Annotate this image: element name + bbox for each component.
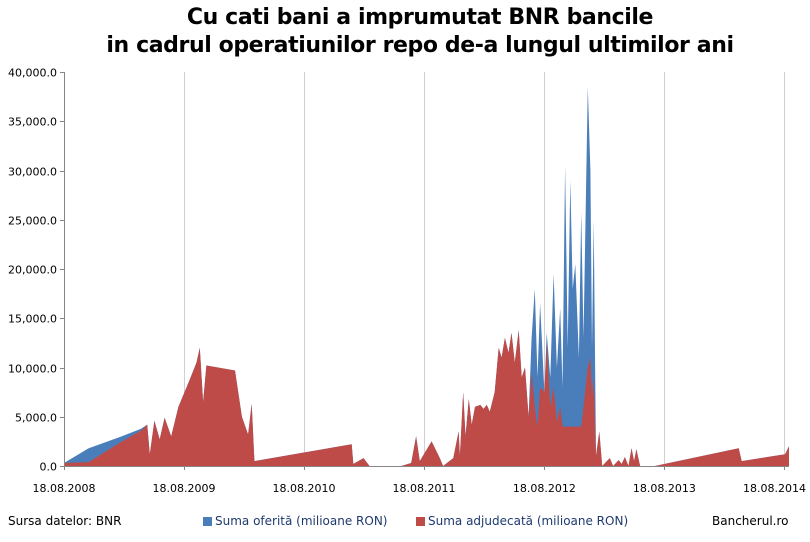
series-area-offered bbox=[64, 86, 789, 467]
legend-label-awarded: Suma adjudecată (milioane RON) bbox=[428, 514, 629, 528]
y-tick-label: 40,000.0 bbox=[8, 67, 57, 80]
y-tick-label: 30,000.0 bbox=[8, 166, 57, 179]
y-tick-label: 10,000.0 bbox=[8, 363, 57, 376]
x-axis-tick-labels: 18.08.2008 18.08.2009 18.08.2010 18.08.2011… bbox=[33, 482, 806, 495]
y-tick-label: 20,000.0 bbox=[8, 264, 57, 277]
chart-title-line-1: Cu cati bani a imprumutat BNR bancile bbox=[186, 5, 654, 30]
y-tick-label: 35,000.0 bbox=[8, 116, 57, 129]
source-note: Sursa datelor: BNR bbox=[8, 514, 122, 528]
y-tick-label: 15,000.0 bbox=[8, 313, 57, 326]
x-tick-label: 18.08.2011 bbox=[393, 482, 456, 495]
x-tick-label: 18.08.2014 bbox=[743, 482, 806, 495]
axes bbox=[60, 72, 789, 470]
y-axis-tick-labels: 0.0 5,000.0 10,000.0 15,000.0 20,000.0 25,000… bbox=[8, 67, 57, 474]
series-area-awarded bbox=[64, 330, 789, 466]
legend-swatch-offered bbox=[203, 516, 212, 526]
y-tick-label: 0.0 bbox=[40, 461, 58, 474]
x-tick-label: 18.08.2008 bbox=[33, 482, 96, 495]
y-tick-label: 25,000.0 bbox=[8, 215, 57, 228]
gridlines bbox=[184, 72, 785, 466]
x-tick-label: 18.08.2009 bbox=[153, 482, 216, 495]
chart-title-line-2: in cadrul operatiunilor repo de-a lungul… bbox=[106, 33, 734, 58]
chart-title: Cu cati bani a imprumutat BNR bancile in… bbox=[0, 4, 810, 60]
legend-item-offered: Suma oferită (milioane RON) bbox=[203, 514, 387, 528]
x-tick-label: 18.08.2010 bbox=[273, 482, 336, 495]
x-tick-label: 18.08.2012 bbox=[513, 482, 576, 495]
x-tick-label: 18.08.2013 bbox=[633, 482, 696, 495]
brand-label: Bancherul.ro bbox=[712, 514, 789, 528]
legend-item-awarded: Suma adjudecată (milioane RON) bbox=[416, 514, 628, 528]
legend-label-offered: Suma oferită (milioane RON) bbox=[215, 514, 388, 528]
legend-swatch-awarded bbox=[416, 516, 425, 526]
series-areas bbox=[64, 86, 789, 467]
y-tick-label: 5,000.0 bbox=[15, 412, 57, 425]
